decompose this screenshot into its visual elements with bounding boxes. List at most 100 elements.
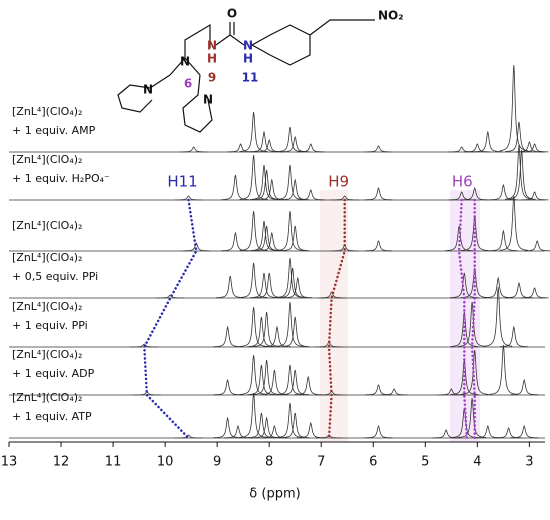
peak <box>250 272 278 299</box>
atom-number: 9 <box>208 71 216 85</box>
atom-number: 11 <box>242 71 259 85</box>
peak <box>250 164 278 200</box>
peak <box>179 146 208 153</box>
peak <box>276 364 304 395</box>
peak <box>276 164 304 200</box>
peak <box>221 231 250 252</box>
atom: N <box>143 83 153 97</box>
peak <box>450 311 479 347</box>
shift-track <box>457 198 469 440</box>
peak <box>281 369 310 396</box>
peak <box>252 311 281 347</box>
peak <box>489 183 518 201</box>
peak <box>460 267 489 298</box>
peak <box>499 325 528 348</box>
spectrum-label: + 1 equiv. ADP <box>12 367 95 380</box>
peak <box>523 240 550 252</box>
peak <box>239 306 268 347</box>
peak <box>239 154 268 200</box>
peak <box>252 169 281 200</box>
peak <box>463 143 492 153</box>
shift-track <box>143 198 198 440</box>
peak <box>213 416 242 439</box>
spectrum-label: [ZnL⁴](ClO₄)₂ <box>12 391 82 404</box>
x-tick-label: 11 <box>105 455 122 470</box>
structure-bonds <box>117 23 213 133</box>
peak <box>520 143 549 153</box>
peak <box>364 384 393 396</box>
peak <box>317 291 346 299</box>
atom: N <box>180 55 190 69</box>
peak <box>247 412 276 439</box>
peak <box>460 187 489 201</box>
x-tick-label: 3 <box>525 455 533 470</box>
peak <box>447 191 476 201</box>
peak <box>182 242 211 252</box>
peak <box>156 294 185 299</box>
x-tick-label: 8 <box>265 455 273 470</box>
shift-track <box>327 198 346 440</box>
peak <box>499 195 528 251</box>
atom: N <box>207 39 217 53</box>
x-tick-label: 6 <box>369 455 377 470</box>
peak <box>247 364 276 395</box>
atom: N <box>203 93 213 107</box>
peak <box>216 275 245 299</box>
track-label: H11 <box>167 173 197 191</box>
peak <box>437 388 466 396</box>
atom-number: 6 <box>184 77 192 91</box>
atom: N <box>243 39 253 53</box>
peak <box>252 416 281 439</box>
peak <box>281 316 310 347</box>
peak <box>213 378 242 396</box>
x-tick-label: 12 <box>53 455 70 470</box>
peak <box>499 64 528 152</box>
x-tick-label: 13 <box>1 455 18 470</box>
peak <box>278 267 307 298</box>
atom: H <box>207 52 217 66</box>
peak <box>450 272 479 299</box>
peak <box>239 354 268 395</box>
peak <box>515 141 544 153</box>
track-label: H6 <box>452 173 473 191</box>
spectrum-label: + 1 equiv. H₂PO₄⁻ <box>12 172 110 185</box>
peak <box>364 187 393 201</box>
peak <box>445 225 474 252</box>
peak <box>276 301 304 347</box>
x-axis-label: δ (ppm) <box>249 487 300 502</box>
peak <box>432 429 461 439</box>
peak <box>257 178 286 201</box>
spectrum-label: [ZnL⁴](ClO₄)₂ <box>12 105 82 118</box>
peak <box>505 281 533 299</box>
peak <box>224 425 252 439</box>
peak <box>252 225 281 252</box>
peak <box>276 126 304 153</box>
peak <box>294 375 323 396</box>
atom: H <box>243 52 253 66</box>
peak <box>239 210 268 251</box>
peak <box>283 276 312 299</box>
peak <box>458 301 487 347</box>
shift-track <box>470 198 476 440</box>
peak <box>296 189 325 201</box>
spectrum-label: + 1 equiv. PPi <box>12 319 88 332</box>
peak <box>281 225 310 252</box>
peak <box>221 174 250 201</box>
peak <box>257 231 286 252</box>
x-tick-label: 5 <box>421 455 429 470</box>
peak <box>174 434 203 439</box>
peak <box>364 145 393 153</box>
atom: NO₂ <box>378 9 404 23</box>
peak <box>250 220 278 251</box>
spectrum-label: + 1 equiv. AMP <box>12 124 96 137</box>
peak <box>276 402 304 438</box>
peak <box>239 262 268 298</box>
structure-bonds-2 <box>215 19 375 66</box>
peak <box>250 130 278 153</box>
peak <box>252 359 281 395</box>
peak <box>364 425 393 439</box>
x-tick-label: 9 <box>213 455 221 470</box>
track-label: H9 <box>328 173 349 191</box>
structure <box>117 19 375 133</box>
